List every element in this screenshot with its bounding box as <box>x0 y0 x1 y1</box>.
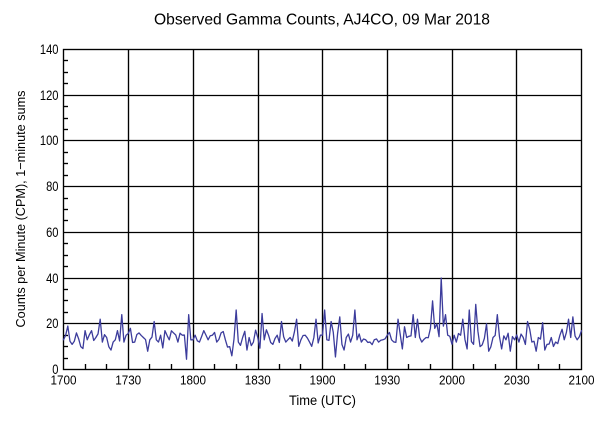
svg-text:40: 40 <box>46 270 59 286</box>
svg-text:Counts per Minute (CPM), 1−min: Counts per Minute (CPM), 1−minute sums <box>13 90 28 327</box>
svg-text:80: 80 <box>46 178 59 194</box>
svg-text:140: 140 <box>40 41 59 57</box>
svg-text:Observed Gamma Counts, AJ4CO,: Observed Gamma Counts, AJ4CO, 09 Mar 201… <box>154 11 490 28</box>
svg-text:1800: 1800 <box>180 373 206 388</box>
svg-text:100: 100 <box>40 132 59 148</box>
svg-text:120: 120 <box>40 87 59 103</box>
svg-text:Time (UTC): Time (UTC) <box>289 393 356 408</box>
svg-text:1730: 1730 <box>115 373 141 388</box>
svg-text:2100: 2100 <box>569 373 595 388</box>
svg-text:60: 60 <box>46 224 59 240</box>
svg-text:20: 20 <box>46 315 59 331</box>
svg-text:1930: 1930 <box>374 373 400 388</box>
svg-text:2030: 2030 <box>504 373 530 388</box>
svg-text:2000: 2000 <box>439 373 465 388</box>
svg-text:0: 0 <box>52 361 58 377</box>
svg-text:1900: 1900 <box>310 373 336 388</box>
svg-text:1830: 1830 <box>245 373 271 388</box>
svg-text:1700: 1700 <box>51 373 77 388</box>
